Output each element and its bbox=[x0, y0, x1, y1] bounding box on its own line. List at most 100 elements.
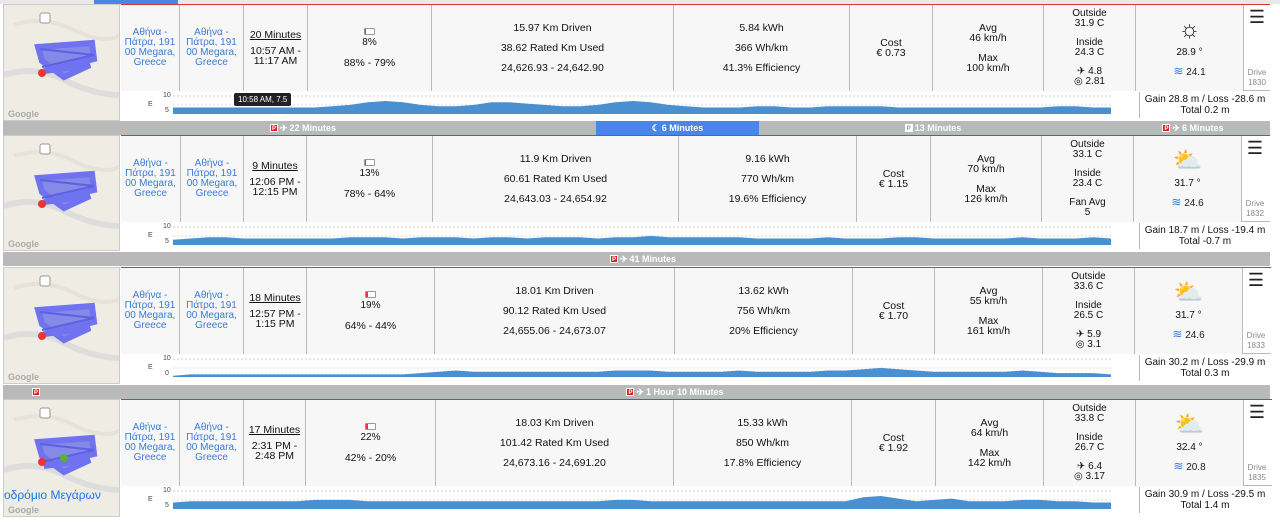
distance-cell: 18.01 Km Driven 90.12 Rated Km Used 24,655… bbox=[435, 268, 675, 354]
speed-cell: Avg 55 km/h Max 161 km/h bbox=[935, 268, 1043, 354]
elevation-chart[interactable]: 10 E 5 bbox=[121, 92, 1140, 118]
start-address[interactable]: Αθήνα - Πάτρα, 191 00 Megara, Greece bbox=[125, 158, 176, 199]
end-address-cell: Αθήνα - Πάτρα, 191 00 Megara, Greece bbox=[181, 136, 244, 222]
drive-duration-link[interactable]: 20 Minutes bbox=[249, 29, 302, 41]
weather-icon: ⛅ bbox=[1172, 147, 1203, 174]
energy-wh-km: 756 Wh/km bbox=[736, 305, 791, 317]
battery-icon bbox=[364, 159, 375, 166]
end-address[interactable]: Αθήνα - Πάτρα, 191 00 Megara, Greece bbox=[186, 290, 237, 331]
cost-label: Cost bbox=[880, 37, 902, 49]
moon-icon: ☾ bbox=[651, 122, 660, 133]
battery-range: 88% - 79% bbox=[343, 57, 396, 69]
max-speed: 126 km/h bbox=[964, 193, 1008, 205]
energy-wh-km: 770 Wh/km bbox=[740, 173, 795, 185]
start-address[interactable]: Αθήνα - Πάτρα, 191 00 Megara, Greece bbox=[124, 290, 176, 331]
max-speed-label: Max bbox=[978, 52, 998, 64]
climate-extra-2: ◎ 3.17 bbox=[1074, 471, 1105, 482]
parking-segment[interactable]: P 13 Minutes bbox=[898, 121, 968, 135]
plane-icon: ✈ bbox=[279, 122, 288, 133]
elevation-profile bbox=[173, 95, 1111, 114]
parking-segment[interactable]: P ✈ 41 Minutes bbox=[598, 252, 688, 266]
odometer-range: 24,655.06 - 24,673.07 bbox=[503, 325, 606, 337]
parking-duration: 13 Minutes bbox=[914, 123, 962, 133]
weather-icon: ⛅ bbox=[1173, 279, 1204, 306]
drive-menu-column: ☰ Drive 1830 bbox=[1244, 5, 1270, 91]
sleep-duration: 6 Minutes bbox=[661, 123, 704, 133]
wind-speed: 20.8 bbox=[1186, 462, 1206, 473]
end-address[interactable]: Αθήνα - Πάτρα, 191 00 Megara, Greece bbox=[186, 158, 238, 199]
climate-extra-1: Fan Avg bbox=[1069, 197, 1106, 208]
route-map-thumbnail[interactable]: Google bbox=[3, 267, 120, 384]
route-map-thumbnail[interactable]: Google bbox=[3, 135, 120, 251]
wind-icon: ≋ bbox=[1172, 327, 1183, 341]
parking-segment[interactable]: P ✈ 22 Minutes bbox=[258, 121, 348, 135]
wind-icon: ≋ bbox=[1171, 195, 1182, 209]
start-address-cell: Αθήνα - Πάτρα, 191 00 Megara, Greece bbox=[121, 400, 180, 486]
menu-icon[interactable]: ☰ bbox=[1247, 270, 1265, 290]
outside-label: Outside bbox=[1072, 403, 1107, 414]
weather-cell: ⛅ 31.7 ° ≋ 24.6 bbox=[1135, 268, 1243, 354]
route-map-thumbnail[interactable]: Google οδρόμιο Μεγάρων bbox=[3, 399, 120, 517]
battery-icon bbox=[364, 28, 375, 35]
cost-value: € 0.73 bbox=[876, 47, 906, 59]
parking-icon: P bbox=[609, 255, 618, 263]
temperature-cell: Outside 33.8 C Inside 26.7 C ✈ 6.4 ◎ 3.17 bbox=[1044, 400, 1136, 486]
drive-duration-link[interactable]: 18 Minutes bbox=[249, 292, 301, 304]
duration-cell: 9 Minutes 12:06 PM -12:15 PM bbox=[244, 136, 307, 222]
rated-km-used: 38.62 Rated Km Used bbox=[500, 42, 605, 54]
menu-icon[interactable]: ☰ bbox=[1248, 7, 1266, 27]
climate-extra-2: ◎ 3.1 bbox=[1075, 339, 1102, 350]
weather-cell: ☼ 28.9 ° ≋ 24.1 bbox=[1136, 5, 1244, 91]
parking-segment[interactable]: P ✈ 6 Minutes bbox=[1153, 121, 1233, 135]
drive-label: Drive bbox=[1247, 463, 1267, 472]
energy-kwh: 5.84 kWh bbox=[739, 22, 784, 34]
plane-icon: ✈ bbox=[1172, 122, 1181, 133]
elevation-chart[interactable]: 10 E 5 bbox=[121, 223, 1140, 249]
drive-duration-link[interactable]: 17 Minutes bbox=[248, 424, 301, 436]
drive-number: Drive 1830 bbox=[1248, 68, 1267, 88]
rated-km-used: 90.12 Rated Km Used bbox=[502, 305, 607, 317]
map-attribution: Google bbox=[8, 239, 39, 249]
km-driven: 11.9 Km Driven bbox=[519, 153, 592, 165]
parking-icon: P bbox=[269, 124, 278, 132]
distance-cell: 15.97 Km Driven 38.62 Rated Km Used 24,626… bbox=[432, 5, 674, 91]
distance-cell: 18.03 Km Driven 101.42 Rated Km Used 24,67… bbox=[436, 400, 674, 486]
route-map-thumbnail[interactable]: Google bbox=[3, 4, 120, 121]
avg-speed: 70 km/h bbox=[967, 163, 1005, 175]
sleep-segment[interactable]: ☾ 6 Minutes bbox=[596, 121, 759, 135]
drive-row: Google οδρόμιο Μεγάρων Αθήνα - Πάτρα, 191 … bbox=[0, 399, 1280, 517]
end-time: 12:15 PM bbox=[252, 186, 298, 198]
end-address[interactable]: Αθήνα - Πάτρα, 191 00 Megara, Greece bbox=[186, 422, 237, 463]
speed-cell: Avg 70 km/h Max 126 km/h bbox=[931, 136, 1042, 222]
start-address[interactable]: Αθήνα - Πάτρα, 191 00 Megara, Greece bbox=[124, 27, 176, 68]
battery-used: 8% bbox=[362, 37, 377, 48]
elevation-axis-mid: 5 bbox=[165, 502, 169, 509]
battery-fill bbox=[366, 292, 369, 297]
elevation-axis-letter: E bbox=[148, 101, 153, 108]
outside-label: Outside bbox=[1071, 271, 1106, 282]
elevation-chart[interactable]: 10 E 5 bbox=[121, 487, 1140, 513]
outside-temp: 33.8 C bbox=[1074, 413, 1105, 424]
outside-temp: 33.1 C bbox=[1072, 149, 1103, 160]
elevation-total: Total 0.3 m bbox=[1180, 368, 1230, 379]
elevation-axis-top: 10 bbox=[163, 223, 171, 230]
elevation-profile bbox=[173, 358, 1111, 377]
elevation-chart[interactable]: 10 E 0 bbox=[121, 355, 1140, 381]
menu-icon[interactable]: ☰ bbox=[1248, 402, 1266, 422]
battery-icon bbox=[365, 291, 376, 298]
drive-duration-link[interactable]: 9 Minutes bbox=[252, 160, 298, 172]
end-address[interactable]: Αθήνα - Πάτρα, 191 00 Megara, Greece bbox=[186, 27, 237, 68]
odometer-range: 24,643.03 - 24,654.92 bbox=[504, 193, 607, 205]
cost-cell: Cost € 1.70 bbox=[853, 268, 935, 354]
elevation-area bbox=[173, 235, 1111, 245]
start-address[interactable]: Αθήνα - Πάτρα, 191 00 Megara, Greece bbox=[124, 422, 176, 463]
drive-stats: Αθήνα - Πάτρα, 191 00 Megara, Greece Αθήν… bbox=[121, 4, 1270, 91]
weather-icon: ☼ bbox=[1178, 16, 1201, 43]
cost-label: Cost bbox=[882, 432, 905, 444]
parking-segment[interactable]: P bbox=[31, 385, 43, 399]
parking-segment[interactable]: P ✈ 1 Hour 10 Minutes bbox=[620, 385, 730, 399]
battery-used: 22% bbox=[360, 432, 381, 443]
menu-icon[interactable]: ☰ bbox=[1246, 138, 1264, 158]
gain-loss: Gain 28.8 m / Loss -28.6 m bbox=[1144, 94, 1266, 105]
end-address-cell: Αθήνα - Πάτρα, 191 00 Megara, Greece bbox=[180, 400, 244, 486]
